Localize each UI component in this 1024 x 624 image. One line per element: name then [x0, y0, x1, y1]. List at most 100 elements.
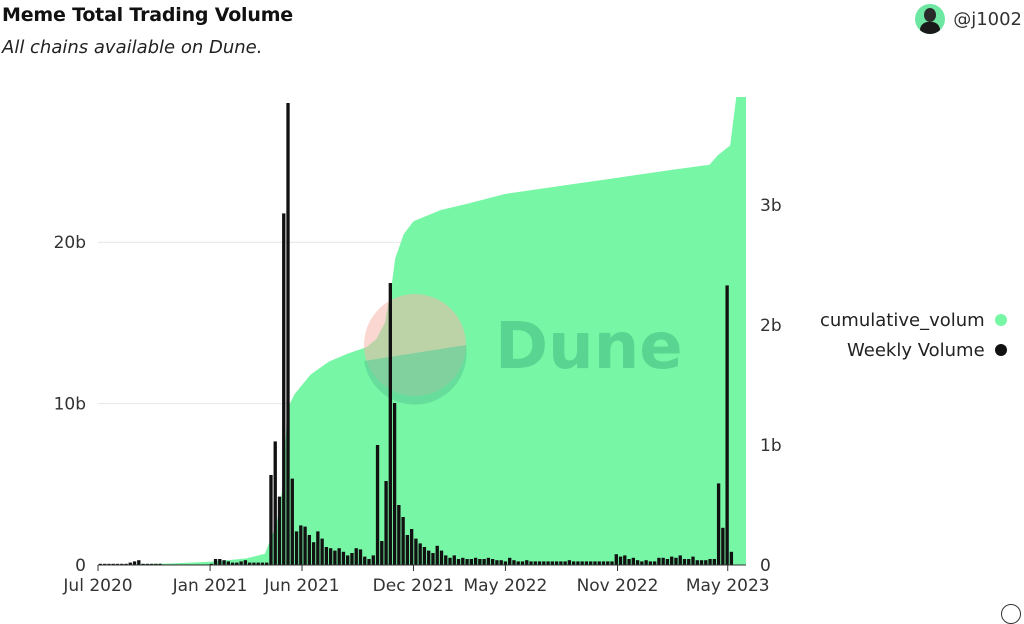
weekly-volume-bar[interactable] [490, 559, 495, 565]
weekly-volume-bar[interactable] [716, 483, 721, 565]
weekly-volume-bar[interactable] [699, 560, 704, 565]
weekly-volume-bar[interactable] [546, 561, 550, 565]
weekly-volume-bar[interactable] [503, 561, 508, 565]
weekly-volume-bar[interactable] [209, 563, 213, 565]
weekly-volume-bar[interactable] [512, 560, 516, 565]
weekly-volume-bar[interactable] [452, 555, 456, 565]
weekly-volume-bar[interactable] [277, 496, 282, 565]
weekly-volume-bar[interactable] [273, 441, 277, 565]
weekly-volume-bar[interactable] [729, 551, 734, 565]
weekly-volume-bar[interactable] [286, 103, 290, 565]
weekly-volume-bar[interactable] [571, 561, 576, 565]
weekly-volume-bar[interactable] [303, 526, 307, 565]
weekly-volume-bar[interactable] [145, 563, 149, 565]
weekly-volume-bar[interactable] [405, 535, 410, 565]
weekly-volume-bar[interactable] [678, 555, 682, 565]
weekly-volume-bar[interactable] [682, 559, 687, 565]
weekly-volume-bar[interactable] [363, 556, 367, 565]
weekly-volume-bar[interactable] [265, 562, 269, 565]
weekly-volume-bar[interactable] [499, 560, 503, 565]
weekly-volume-bar[interactable] [307, 535, 311, 565]
weekly-volume-bar[interactable] [461, 557, 465, 565]
weekly-volume-bar[interactable] [610, 561, 614, 565]
weekly-volume-bar[interactable] [158, 563, 162, 565]
weekly-volume-bar[interactable] [589, 561, 593, 565]
weekly-volume-bar[interactable] [725, 285, 729, 565]
weekly-volume-bar[interactable] [627, 559, 631, 565]
weekly-volume-bar[interactable] [644, 560, 648, 565]
info-icon[interactable] [1001, 604, 1021, 624]
weekly-volume-bar[interactable] [435, 545, 439, 565]
weekly-volume-bar[interactable] [431, 553, 435, 565]
weekly-volume-bar[interactable] [337, 548, 341, 565]
weekly-volume-bar[interactable] [397, 505, 401, 565]
weekly-volume-bar[interactable] [533, 561, 537, 565]
weekly-volume-bar[interactable] [409, 529, 414, 565]
weekly-volume-bar[interactable] [550, 561, 554, 565]
weekly-volume-bar[interactable] [375, 445, 380, 565]
weekly-volume-bar[interactable] [333, 550, 337, 565]
weekly-volume-bar[interactable] [120, 563, 124, 565]
weekly-volume-bar[interactable] [222, 560, 226, 565]
legend-item-cumulative[interactable]: cumulative_volum [820, 305, 1007, 335]
weekly-volume-bar[interactable] [427, 550, 431, 565]
weekly-volume-bar[interactable] [256, 562, 260, 565]
weekly-volume-bar[interactable] [525, 560, 529, 565]
weekly-volume-bar[interactable] [98, 563, 103, 565]
weekly-volume-bar[interactable] [529, 561, 533, 565]
weekly-volume-bar[interactable] [508, 557, 512, 565]
weekly-volume-bar[interactable] [226, 561, 230, 565]
weekly-volume-bar[interactable] [542, 561, 546, 565]
weekly-volume-bar[interactable] [635, 560, 640, 565]
weekly-volume-bar[interactable] [456, 559, 461, 565]
weekly-volume-bar[interactable] [111, 563, 115, 565]
weekly-volume-bar[interactable] [103, 563, 107, 565]
weekly-volume-bar[interactable] [601, 561, 606, 565]
weekly-volume-bar[interactable] [580, 561, 584, 565]
weekly-volume-bar[interactable] [328, 548, 333, 565]
weekly-volume-bar[interactable] [294, 531, 299, 565]
weekly-volume-bar[interactable] [350, 553, 354, 565]
weekly-volume-bar[interactable] [388, 283, 392, 565]
weekly-volume-bar[interactable] [239, 561, 243, 565]
weekly-volume-bar[interactable] [465, 559, 469, 565]
weekly-volume-bar[interactable] [218, 559, 222, 565]
weekly-volume-bar[interactable] [712, 559, 716, 565]
weekly-volume-bar[interactable] [137, 560, 141, 565]
weekly-volume-bar[interactable] [439, 550, 444, 565]
weekly-volume-bar[interactable] [290, 478, 294, 565]
weekly-volume-bar[interactable] [311, 542, 316, 565]
weekly-volume-bar[interactable] [149, 563, 154, 565]
weekly-volume-bar[interactable] [247, 562, 252, 565]
weekly-volume-bar[interactable] [652, 561, 657, 565]
weekly-volume-bar[interactable] [469, 559, 473, 565]
weekly-volume-bar[interactable] [670, 556, 674, 565]
weekly-volume-bar[interactable] [448, 557, 452, 565]
weekly-volume-bar[interactable] [367, 559, 371, 565]
weekly-volume-bar[interactable] [473, 557, 478, 565]
weekly-volume-bar[interactable] [593, 561, 597, 565]
weekly-volume-bar[interactable] [269, 475, 273, 565]
weekly-volume-bar[interactable] [648, 561, 653, 565]
weekly-volume-bar[interactable] [584, 561, 589, 565]
weekly-volume-bar[interactable] [563, 561, 567, 565]
weekly-volume-bar[interactable] [346, 555, 350, 565]
weekly-volume-bar[interactable] [371, 555, 375, 565]
weekly-volume-bar[interactable] [482, 559, 486, 565]
weekly-volume-bar[interactable] [640, 561, 644, 565]
weekly-volume-bar[interactable] [687, 559, 691, 565]
weekly-volume-bar[interactable] [128, 562, 132, 565]
weekly-volume-bar[interactable] [213, 559, 218, 565]
weekly-volume-bar[interactable] [695, 560, 699, 565]
weekly-volume-bar[interactable] [554, 561, 559, 565]
weekly-volume-bar[interactable] [154, 563, 158, 565]
weekly-volume-bar[interactable] [614, 554, 618, 565]
weekly-volume-bar[interactable] [107, 563, 111, 565]
weekly-volume-bar[interactable] [324, 547, 329, 565]
weekly-volume-bar[interactable] [115, 563, 120, 565]
weekly-volume-bar[interactable] [384, 481, 388, 565]
weekly-volume-bar[interactable] [495, 560, 499, 565]
weekly-volume-bar[interactable] [316, 531, 320, 565]
weekly-volume-bar[interactable] [691, 556, 695, 565]
weekly-volume-bar[interactable] [704, 560, 708, 565]
